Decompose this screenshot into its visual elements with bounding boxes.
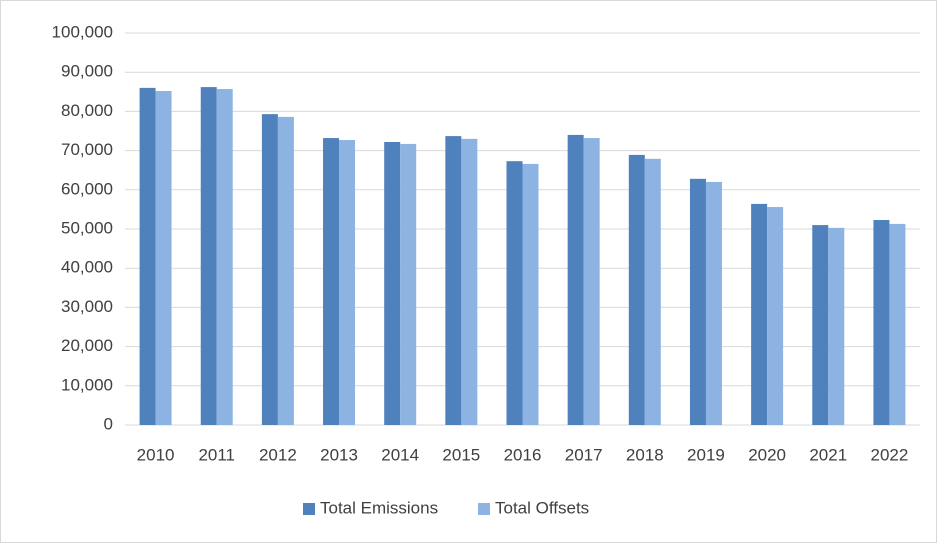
x-tick-label: 2017 [565,445,603,464]
bar [567,134,584,426]
x-tick-label: 2010 [137,445,175,464]
y-tick-label: 0 [104,414,113,433]
bar [583,138,600,425]
bar [200,87,217,425]
y-tick-label: 50,000 [61,218,113,237]
bar [522,163,539,426]
x-tick-label: 2011 [198,445,235,464]
y-tick-label: 90,000 [61,62,113,81]
x-tick-label: 2013 [320,445,358,464]
x-tick-label: 2012 [259,445,297,464]
y-tick-label: 70,000 [61,140,113,159]
bar [767,207,784,425]
y-tick-label: 60,000 [61,179,113,198]
x-tick-label: 2016 [504,445,542,464]
bar [828,227,845,425]
bar [216,89,233,425]
x-tick-label: 2020 [748,445,786,464]
bar [689,178,706,425]
x-tick-label: 2018 [626,445,664,464]
y-tick-label: 40,000 [61,258,113,277]
x-tick-label: 2022 [871,445,909,464]
x-tick-label: 2014 [381,445,419,464]
y-tick-label: 20,000 [61,336,113,355]
x-tick-label: 2015 [442,445,480,464]
bar [873,219,890,425]
bar [812,225,829,425]
bar [261,114,278,426]
bar [155,91,172,426]
y-tick-label: 100,000 [52,22,113,41]
bar [644,158,661,425]
bar [384,141,401,425]
bar [751,203,768,425]
bar [889,223,906,425]
y-tick-label: 30,000 [61,297,113,316]
legend-label: Total Offsets [495,498,589,517]
bar [400,143,417,425]
bar [461,138,478,425]
x-tick-label: 2021 [809,445,847,464]
x-tick-label: 2019 [687,445,725,464]
legend-label: Total Emissions [320,498,438,517]
y-tick-label: 10,000 [61,375,113,394]
bar [323,138,340,425]
bar [139,87,156,425]
bar [506,161,523,425]
bar [705,181,722,425]
legend-swatch [478,503,490,515]
bar [339,140,356,426]
bar [277,116,294,425]
y-tick-label: 80,000 [61,101,113,120]
legend-swatch [303,503,315,515]
bar [628,154,645,426]
bar [445,136,462,425]
